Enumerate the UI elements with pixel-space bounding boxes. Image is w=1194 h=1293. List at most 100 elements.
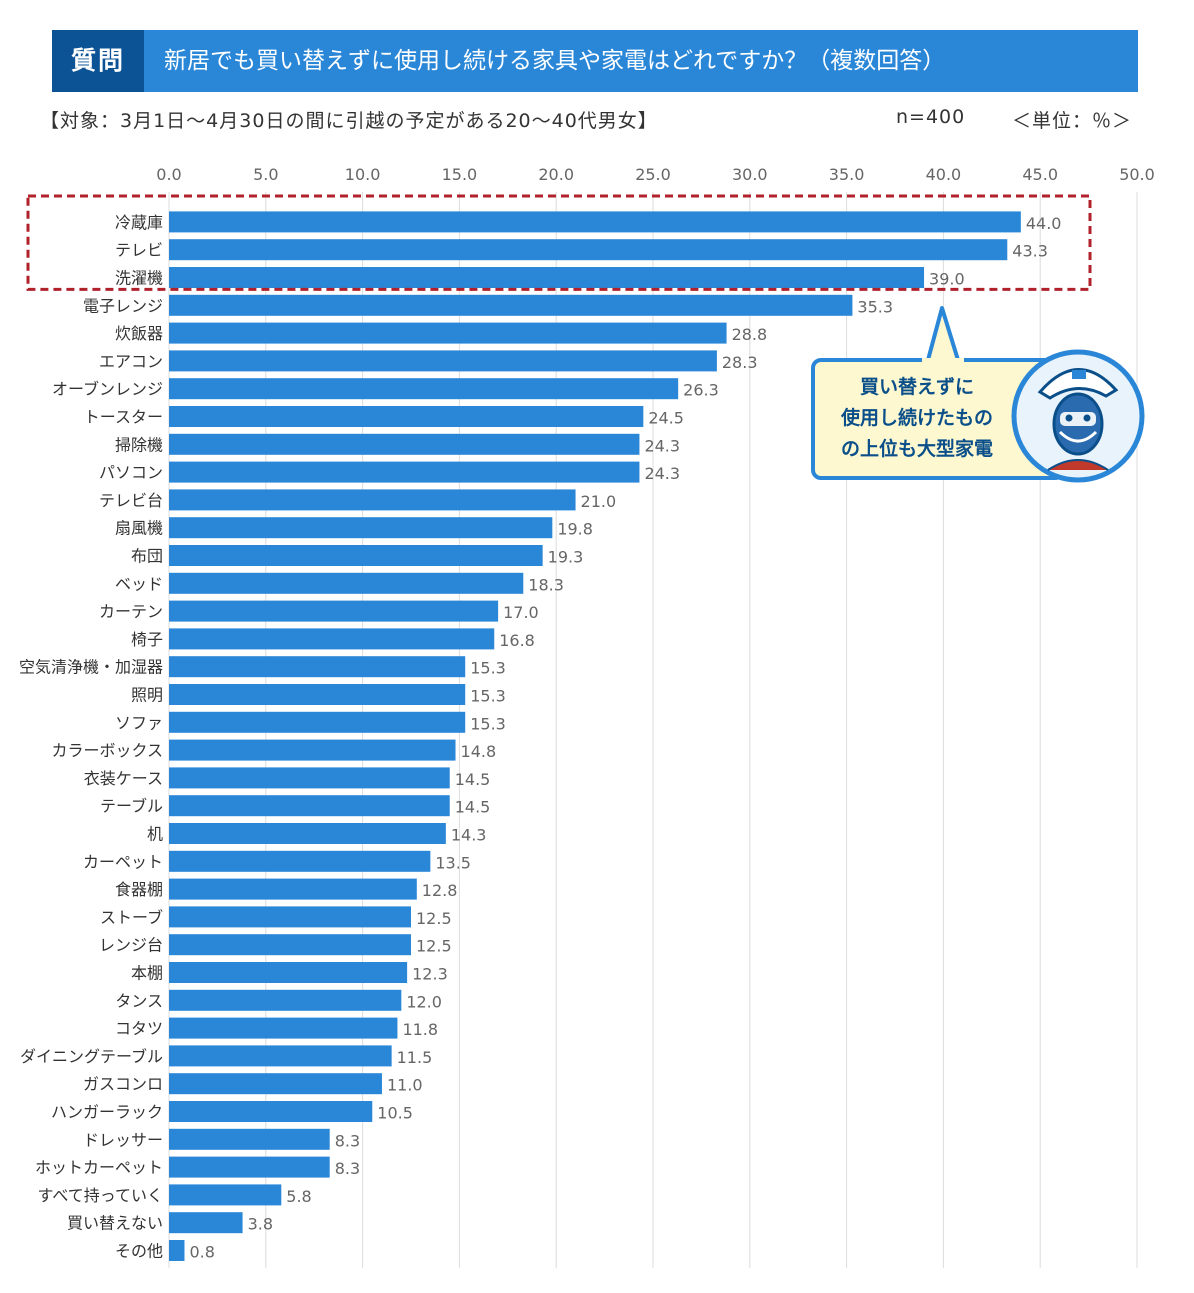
category-label: 照明 (131, 686, 163, 705)
bar (169, 684, 466, 705)
x-tick-label: 0.0 (156, 165, 181, 184)
bar (169, 711, 466, 733)
bar (169, 1184, 282, 1206)
category-label: 本棚 (131, 964, 163, 983)
callout-text: 買い替えずに 使用し続けたもの の上位も大型家電 (840, 376, 993, 460)
bar (169, 545, 543, 566)
category-label: 扇風機 (115, 519, 163, 538)
value-label: 12.0 (406, 992, 442, 1011)
category-label: ダイニングテーブル (20, 1047, 163, 1066)
category-label: 布団 (131, 547, 163, 566)
x-tick-label: 50.0 (1119, 165, 1155, 184)
category-label: 空気清浄機・加湿器 (19, 658, 163, 677)
question-text: 新居でも買い替えずに使用し続ける家具や家電はどれですか？（複数回答） (164, 48, 946, 74)
bar (169, 211, 1021, 233)
value-label: 18.3 (528, 575, 564, 594)
bar (169, 1240, 185, 1261)
value-label: 11.5 (397, 1048, 433, 1067)
category-label: 電子レンジ (83, 296, 163, 315)
bar (169, 656, 466, 678)
x-tick-label: 40.0 (926, 165, 962, 184)
question-tag: 質問 (52, 30, 144, 92)
bar (169, 572, 524, 594)
value-label: 12.5 (416, 937, 452, 956)
x-tick-label: 10.0 (345, 165, 381, 184)
value-label: 15.3 (470, 687, 506, 706)
category-label: レンジ台 (99, 936, 163, 955)
bar (169, 1156, 330, 1178)
value-label: 13.5 (435, 853, 471, 872)
category-label: ガスコンロ (83, 1075, 163, 1094)
bar (169, 322, 727, 344)
category-label: ソファ (115, 713, 163, 732)
value-label: 19.3 (548, 548, 584, 567)
bar (169, 1212, 243, 1234)
value-label: 0.8 (189, 1243, 214, 1262)
survey-target: 【対象：3月1日～4月30日の間に引越の予定がある20～40代男女】 (40, 110, 658, 132)
category-label: パソコン (99, 463, 163, 482)
x-tick-label: 25.0 (635, 165, 671, 184)
value-label: 24.3 (644, 464, 680, 483)
value-label: 17.0 (503, 603, 539, 622)
bar (169, 962, 408, 983)
category-label: タンス (115, 991, 163, 1010)
category-label: オーブンレンジ (52, 380, 163, 399)
category-label: ハンガーラック (51, 1103, 163, 1122)
bar (169, 239, 1008, 261)
bar (169, 878, 417, 900)
value-label: 5.8 (286, 1187, 311, 1206)
category-label: カーテン (99, 602, 163, 621)
category-label: その他 (115, 1242, 163, 1261)
value-label: 35.3 (857, 297, 893, 316)
category-label: ホットカーペット (35, 1158, 163, 1177)
x-tick-label: 35.0 (829, 165, 865, 184)
category-label: カラーボックス (51, 741, 163, 760)
bar (169, 489, 576, 511)
x-tick-label: 20.0 (538, 165, 574, 184)
bar (169, 1073, 382, 1095)
bar (169, 989, 402, 1011)
value-label: 14.5 (455, 798, 491, 817)
mascot-icon (1011, 349, 1145, 483)
highlight-box (26, 194, 1092, 291)
sample-size: n=400 (896, 106, 966, 128)
category-label: 食器棚 (115, 880, 163, 899)
value-label: 28.8 (732, 325, 768, 344)
value-label: 16.8 (499, 631, 535, 650)
x-tick-label: 45.0 (1022, 165, 1058, 184)
value-label: 12.8 (422, 881, 458, 900)
bar (169, 739, 456, 761)
value-label: 12.5 (416, 909, 452, 928)
value-label: 8.3 (335, 1131, 360, 1150)
bar (169, 517, 553, 539)
value-label: 24.5 (648, 409, 684, 428)
value-label: 39.0 (929, 270, 965, 289)
category-label: ドレッサー (83, 1130, 163, 1149)
value-label: 10.5 (377, 1104, 413, 1123)
category-label: 洗濯機 (115, 269, 163, 288)
value-label: 3.8 (248, 1215, 273, 1234)
callout-pointer (926, 306, 960, 362)
category-label: エアコン (99, 352, 163, 371)
value-label: 8.3 (335, 1159, 360, 1178)
bar (169, 350, 717, 372)
value-label: 14.5 (455, 770, 491, 789)
value-label: 28.3 (722, 353, 758, 372)
value-label: 26.3 (683, 381, 719, 400)
bar (169, 600, 499, 622)
category-label: ストーブ (100, 908, 163, 927)
x-tick-label: 5.0 (253, 165, 278, 184)
value-label: 43.3 (1012, 242, 1048, 261)
bar (169, 823, 446, 844)
bar (169, 1045, 392, 1067)
category-label: ベッド (115, 574, 163, 593)
category-label: 冷蔵庫 (115, 213, 163, 232)
value-label: 11.0 (387, 1076, 423, 1095)
category-label: 机 (147, 825, 163, 844)
value-label: 14.3 (451, 826, 487, 845)
bar (169, 1128, 330, 1150)
bar (169, 1101, 373, 1122)
category-label: すべて持っていく (38, 1186, 163, 1205)
x-tick-label: 30.0 (732, 165, 768, 184)
